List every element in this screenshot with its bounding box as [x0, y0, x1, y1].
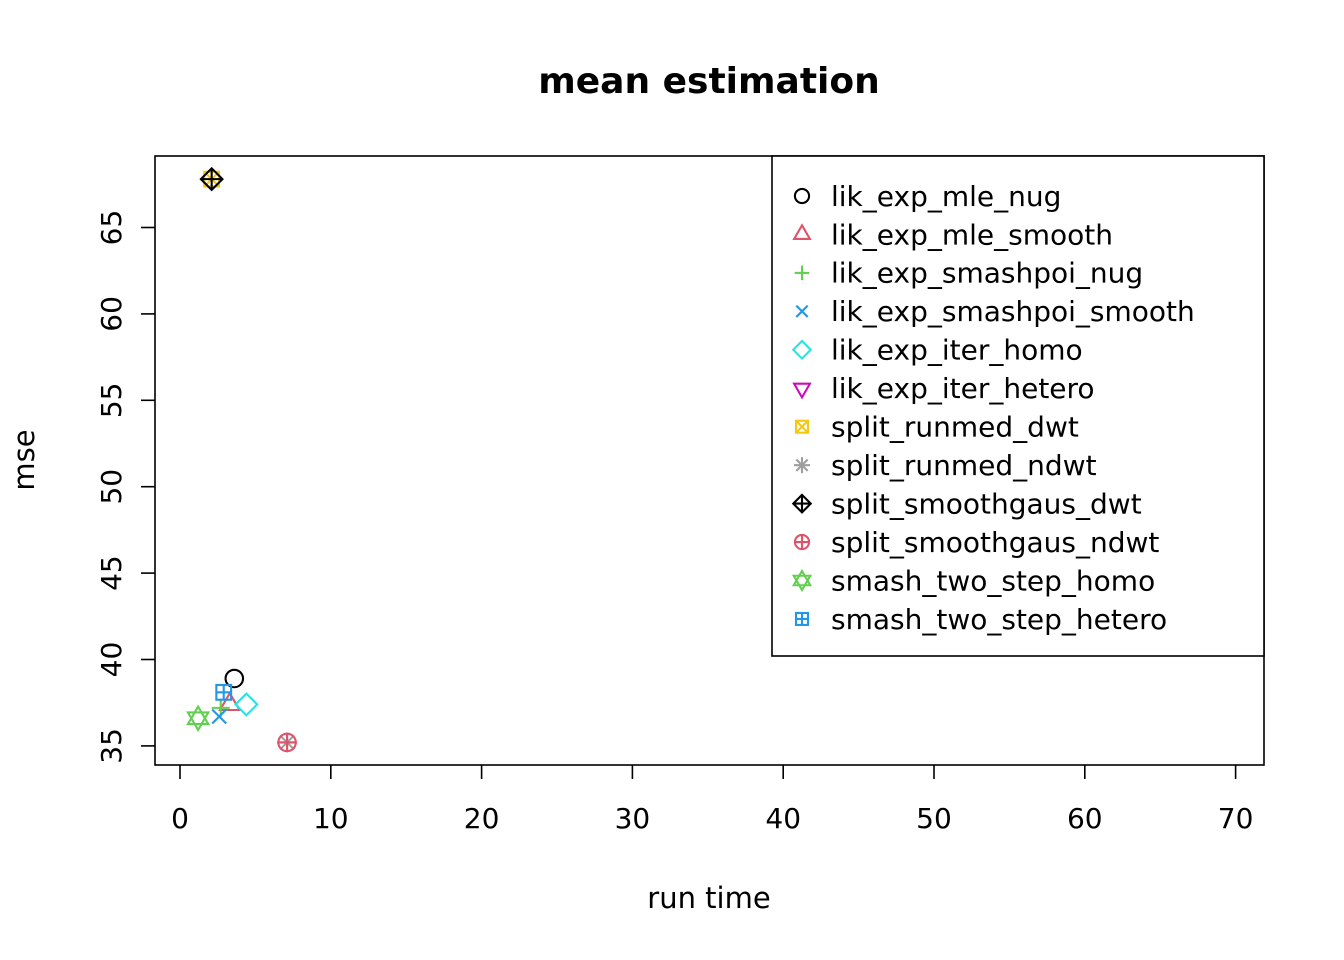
- legend-label: lik_exp_mle_nug: [831, 180, 1061, 213]
- y-tick-label: 40: [95, 642, 128, 678]
- data-point-lik_exp_iter_homo: [234, 692, 259, 717]
- y-tick-label: 60: [95, 296, 128, 332]
- legend-item-split_runmed_dwt: split_runmed_dwt: [794, 411, 1079, 444]
- data-point-split_smoothgaus_ndwt: [277, 732, 297, 753]
- legend-label: lik_exp_iter_hetero: [831, 372, 1095, 405]
- legend-item-lik_exp_smashpoi_smooth: lik_exp_smashpoi_smooth: [795, 295, 1195, 328]
- x-marker-icon: [795, 304, 809, 318]
- legend-item-lik_exp_smashpoi_nug: lik_exp_smashpoi_nug: [794, 257, 1143, 290]
- x-tick-label: 70: [1218, 802, 1254, 835]
- data-point-smash_two_step_hetero: [215, 683, 233, 701]
- legend-item-lik_exp_mle_nug: lik_exp_mle_nug: [793, 180, 1061, 213]
- legend-label: lik_exp_mle_smooth: [831, 218, 1113, 251]
- x-tick-label: 50: [916, 802, 952, 835]
- legend-label: split_smoothgaus_dwt: [831, 487, 1142, 520]
- plot-area: 0 10 20 30 40 50 60 70 35 40 45 50 55 60 65 lik_exp_mle…: [95, 155, 1265, 835]
- y-tick-label: 50: [95, 469, 128, 505]
- legend-box: [771, 155, 1265, 657]
- x-tick-label: 20: [464, 802, 500, 835]
- legend-item-split_smoothgaus_ndwt: split_smoothgaus_ndwt: [793, 526, 1159, 559]
- legend-label: lik_exp_iter_homo: [831, 334, 1083, 367]
- data-point-lik_exp_smashpoi_smooth: [211, 708, 227, 725]
- data-point-lik_exp_mle_smooth: [218, 691, 242, 712]
- legend-item-smash_two_step_homo: smash_two_step_homo: [791, 564, 1155, 597]
- y-tick-label: 35: [95, 728, 128, 764]
- x-tick-label: 60: [1067, 802, 1103, 835]
- y-tick-label: 65: [95, 210, 128, 246]
- square-plus-marker-icon: [794, 611, 810, 626]
- diamond-marker-icon: [791, 339, 813, 361]
- legend-item-lik_exp_iter_homo: lik_exp_iter_homo: [791, 334, 1083, 367]
- legend-label: smash_two_step_homo: [831, 564, 1155, 597]
- legend-item-split_runmed_ndwt: split_runmed_ndwt: [793, 449, 1097, 482]
- circle-plus-marker-icon: [793, 533, 811, 551]
- legend-item-smash_two_step_hetero: smash_two_step_hetero: [794, 603, 1167, 636]
- legend-item-lik_exp_mle_smooth: lik_exp_mle_smooth: [792, 218, 1113, 251]
- legend-item-lik_exp_iter_hetero: lik_exp_iter_hetero: [792, 372, 1095, 405]
- data-point-smash_two_step_homo: [186, 704, 211, 733]
- legend-label: lik_exp_smashpoi_smooth: [831, 295, 1195, 328]
- legend-label: split_runmed_ndwt: [831, 449, 1097, 482]
- x-tick-label: 40: [765, 802, 801, 835]
- y-tick-label: 55: [95, 382, 128, 418]
- x-tick-label: 10: [313, 802, 349, 835]
- legend-label: split_runmed_dwt: [831, 411, 1079, 444]
- x-axis-label: run time: [647, 881, 770, 915]
- legend-label: split_smoothgaus_ndwt: [831, 526, 1159, 559]
- asterisk-marker-icon: [793, 457, 811, 474]
- square-x-marker-icon: [794, 419, 810, 434]
- star-of-david-marker-icon: [791, 568, 813, 593]
- circle-marker-icon: [793, 187, 811, 205]
- legend-label: smash_two_step_hetero: [831, 603, 1167, 636]
- x-tick-label: 0: [171, 802, 189, 835]
- data-point-lik_exp_mle_nug: [224, 668, 245, 689]
- legend-item-split_smoothgaus_dwt: split_smoothgaus_dwt: [791, 487, 1142, 520]
- chart-title: mean estimation: [538, 61, 880, 102]
- triangle-down-marker-icon: [792, 382, 812, 400]
- y-tick-label: 45: [95, 555, 128, 591]
- diamond-plus-marker-icon: [791, 493, 813, 514]
- data-point-split_smoothgaus_dwt: [199, 166, 224, 192]
- plus-marker-icon: [794, 265, 810, 281]
- triangle-up-marker-icon: [792, 223, 812, 241]
- legend-label: lik_exp_smashpoi_nug: [831, 257, 1143, 290]
- y-axis-label: mse: [7, 429, 41, 490]
- x-tick-label: 30: [615, 802, 651, 835]
